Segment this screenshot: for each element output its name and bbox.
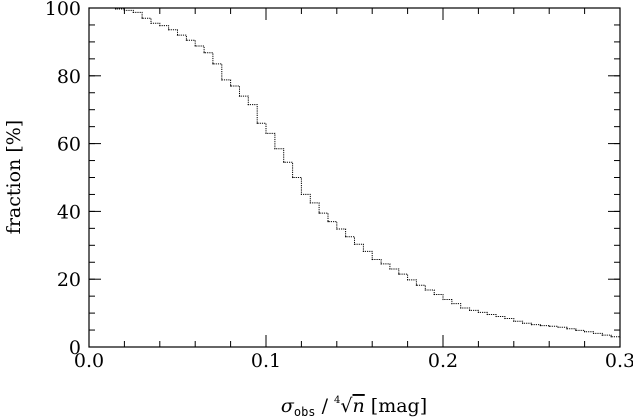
y-tick-label: 60 <box>57 134 81 156</box>
data-point <box>238 95 241 97</box>
x-axis-label-separator: / <box>316 395 334 417</box>
data-point <box>584 331 586 333</box>
data-point <box>221 79 223 81</box>
data-point <box>424 289 426 291</box>
x-axis-label: σobs / 4√n [mag] <box>281 395 427 418</box>
x-axis-label-subscript: obs <box>294 405 316 418</box>
data-point <box>212 63 214 65</box>
data-point <box>292 176 294 179</box>
data-point <box>274 148 276 150</box>
data-point <box>601 334 603 336</box>
data-point <box>477 311 479 313</box>
axis-tick-labels: 0.0 0.1 0.2 0.3 0 20 40 60 80 100 <box>45 0 633 372</box>
x-axis-label-radicand: n <box>353 395 365 417</box>
data-point <box>504 317 506 320</box>
data-point <box>371 258 373 261</box>
data-point <box>539 325 542 327</box>
data-point <box>460 307 462 309</box>
data-point <box>486 313 488 316</box>
data-point <box>123 9 125 11</box>
data-point <box>300 193 302 195</box>
data-point <box>256 122 258 124</box>
series-layer <box>88 7 621 339</box>
data-point <box>389 268 391 270</box>
y-tick-label: 100 <box>45 0 81 20</box>
data-point <box>530 324 533 326</box>
data-point <box>398 273 400 275</box>
data-point <box>132 11 134 13</box>
data-point <box>362 250 364 252</box>
data-point <box>247 104 249 106</box>
data-point <box>283 161 285 163</box>
y-tick-label: 80 <box>57 66 81 88</box>
x-axis-label-root-symbol: √ <box>340 395 353 417</box>
data-point <box>442 298 444 301</box>
y-tick-label: 40 <box>57 201 81 223</box>
x-tick-label: 0.0 <box>74 350 104 372</box>
axis-ticks <box>88 7 621 348</box>
data-point <box>575 329 577 331</box>
data-point <box>451 303 453 305</box>
data-point <box>495 315 497 318</box>
data-point <box>345 236 347 238</box>
data-point <box>114 8 117 10</box>
x-axis-label-unit: [mag] <box>365 395 427 417</box>
data-point <box>336 228 338 230</box>
data-point <box>309 202 311 204</box>
data-point <box>159 25 161 27</box>
y-axis-label: fraction [%] <box>3 120 25 234</box>
x-tick-label: 0.3 <box>605 350 633 372</box>
data-point <box>353 243 356 245</box>
data-point <box>566 328 568 330</box>
data-point <box>592 332 595 334</box>
x-axis-label-sigma: σ <box>281 395 295 417</box>
data-point <box>168 29 170 31</box>
data-point <box>548 325 550 327</box>
data-point <box>469 309 471 311</box>
data-point <box>380 263 382 265</box>
data-point <box>415 284 417 286</box>
data-point <box>185 39 187 41</box>
data-point <box>433 293 435 296</box>
y-tick-label: 20 <box>57 269 81 291</box>
data-point <box>150 22 152 24</box>
plot-frame <box>88 7 621 348</box>
data-point <box>141 17 143 19</box>
data-point <box>194 45 196 47</box>
data-point <box>318 212 320 214</box>
data-point <box>407 279 409 281</box>
data-point <box>203 52 205 54</box>
data-point <box>522 322 524 324</box>
data-point <box>513 320 515 322</box>
x-tick-label: 0.1 <box>251 350 281 372</box>
x-tick-label: 0.2 <box>428 350 458 372</box>
data-point <box>610 336 612 338</box>
data-point <box>557 326 559 328</box>
data-point <box>176 34 179 36</box>
data-point <box>265 132 267 134</box>
x-axis-label-root-index: 4 <box>334 395 340 406</box>
y-tick-label: 0 <box>69 337 81 359</box>
data-point <box>230 85 232 87</box>
data-point <box>327 221 329 223</box>
series-line-0 <box>89 7 621 338</box>
